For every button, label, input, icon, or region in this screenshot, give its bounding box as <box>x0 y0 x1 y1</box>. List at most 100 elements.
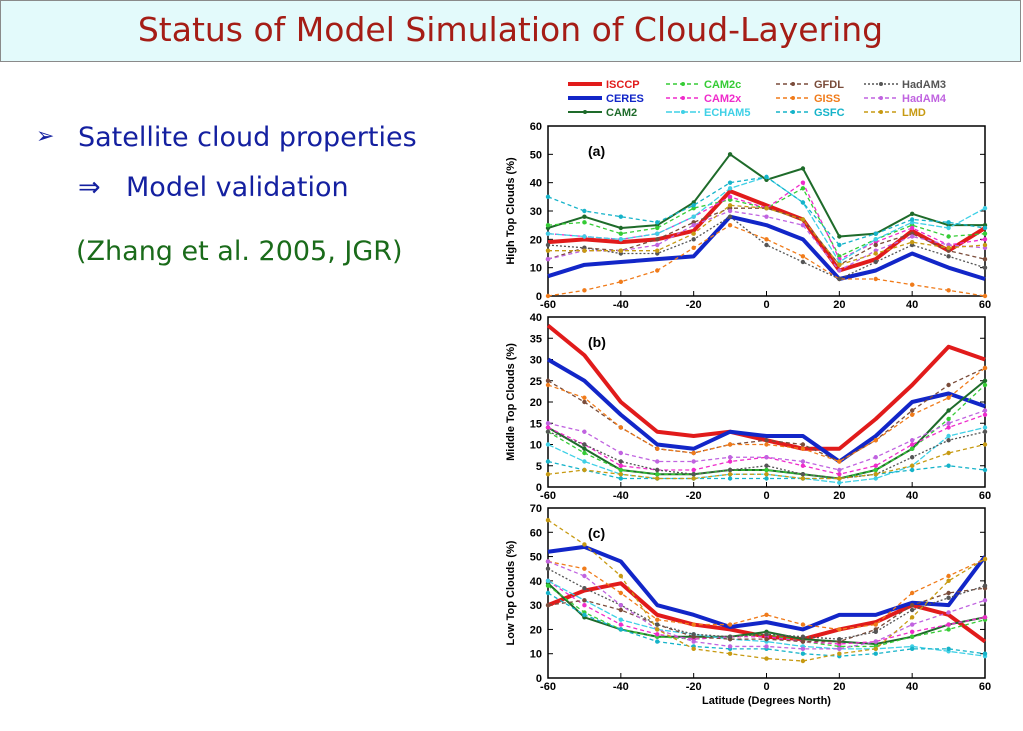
y-axis-label-2: Middle Top Clouds (%) <box>505 343 517 461</box>
data-point-hadam3 <box>946 254 951 259</box>
data-point-lmd <box>909 239 915 245</box>
data-point-gsfc <box>946 463 951 468</box>
data-point-cam2x <box>982 615 988 620</box>
y-tick-label-2: 20 <box>530 397 542 409</box>
data-point-gsfc <box>764 476 769 481</box>
implies-icon: ⇒ <box>78 172 101 203</box>
data-point-cam2 <box>909 211 915 217</box>
data-point-giss <box>727 442 733 447</box>
data-point-echam5 <box>545 578 551 584</box>
data-point-cam2x <box>800 180 806 185</box>
data-point-giss <box>691 245 696 251</box>
data-point-giss <box>800 622 806 627</box>
data-point-giss <box>727 222 733 228</box>
data-point-lmd <box>727 651 733 656</box>
data-point-lmd <box>800 658 806 664</box>
data-point-cam2c <box>946 627 951 632</box>
legend-marker-gfdl <box>791 82 795 86</box>
y-tick-label-2: 25 <box>530 376 542 388</box>
data-point-hadam3 <box>727 214 733 219</box>
data-point-hadam3 <box>946 595 951 601</box>
data-point-gfdl <box>909 408 915 413</box>
data-point-giss <box>545 382 551 388</box>
bullet-text: Satellite cloud properties <box>78 122 417 153</box>
y-tick-label-2: 5 <box>536 461 542 473</box>
x-tick-label-2: -40 <box>613 490 629 502</box>
data-point-echam5 <box>946 225 951 231</box>
data-point-cam2c <box>873 467 878 473</box>
data-point-giss <box>837 627 842 632</box>
data-point-lmd <box>909 615 915 620</box>
data-point-gfdl <box>764 438 769 443</box>
data-point-gfdl <box>909 602 915 608</box>
legend-marker-hadam4 <box>879 96 883 100</box>
data-point-cam2c <box>582 450 587 456</box>
legend-label-giss: GISS <box>814 93 840 105</box>
y-axis-label-1: High Top Clouds (%) <box>505 157 517 265</box>
y-tick-label-3: 20 <box>530 624 542 636</box>
data-point-gsfc <box>800 651 806 656</box>
data-point-hadam4 <box>909 438 915 443</box>
data-point-gfdl <box>873 242 878 248</box>
y-tick-label-3: 60 <box>530 527 542 539</box>
data-point-lmd <box>837 476 842 481</box>
data-point-cam2c <box>655 472 660 477</box>
data-point-cam2x <box>982 412 988 417</box>
data-point-cam2c <box>545 222 551 228</box>
x-tick-label-3: -40 <box>613 681 629 693</box>
data-point-cam2c <box>982 382 988 388</box>
data-point-cam2x <box>909 629 915 635</box>
data-point-echam5 <box>873 476 878 481</box>
data-point-hadam3 <box>618 459 624 464</box>
data-point-gsfc <box>982 467 988 473</box>
data-point-cam2x <box>909 225 915 231</box>
data-point-giss <box>764 442 769 447</box>
data-point-hadam4 <box>837 646 842 652</box>
data-point-giss <box>727 622 733 627</box>
data-point-echam5 <box>691 214 696 219</box>
data-point-lmd <box>837 651 842 656</box>
data-point-gsfc <box>655 220 660 225</box>
x-tick-label-1: 40 <box>906 299 918 311</box>
data-point-hadam3 <box>764 463 769 468</box>
data-point-gsfc <box>909 467 915 473</box>
data-point-gfdl <box>800 639 806 644</box>
bullet-satellite: ➢ Satellite cloud properties <box>36 122 417 153</box>
data-point-lmd <box>800 217 806 222</box>
data-point-lmd <box>837 262 842 268</box>
panel-label-3: (c) <box>588 525 605 541</box>
data-point-lmd <box>982 556 988 562</box>
y-tick-label-1: 10 <box>530 263 542 275</box>
data-point-cam2x <box>545 425 551 430</box>
data-point-hadam3 <box>691 632 696 637</box>
data-point-giss <box>873 438 878 443</box>
legend-marker-giss <box>791 96 795 100</box>
legend-label-gfdl: GFDL <box>814 79 844 91</box>
data-point-hadam3 <box>837 276 842 282</box>
data-point-gsfc <box>582 612 587 618</box>
data-point-hadam4 <box>946 421 951 426</box>
data-point-hadam4 <box>691 639 696 644</box>
x-tick-label-2: -60 <box>540 490 556 502</box>
data-point-gsfc <box>618 214 624 219</box>
data-point-hadam4 <box>764 455 769 460</box>
x-tick-label-3: 40 <box>906 681 918 693</box>
data-point-giss <box>618 590 624 596</box>
data-point-lmd <box>800 476 806 481</box>
data-point-cam2x <box>946 622 951 627</box>
data-point-hadam3 <box>800 259 806 265</box>
data-point-gsfc <box>909 217 915 222</box>
data-point-lmd <box>618 472 624 477</box>
data-point-cam2x <box>873 463 878 468</box>
y-tick-label-1: 20 <box>530 234 542 246</box>
data-point-gsfc <box>764 174 769 180</box>
y-tick-label-1: 30 <box>530 206 542 218</box>
data-point-cam2c <box>582 220 587 225</box>
data-point-lmd <box>727 472 733 477</box>
panel-label-1: (a) <box>588 143 605 159</box>
data-point-giss <box>946 288 951 293</box>
y-tick-label-3: 0 <box>536 673 542 685</box>
legend-label-hadam4: HadAM4 <box>902 93 947 105</box>
data-point-hadam3 <box>691 237 696 242</box>
cloud-layering-figure: ISCCP CERES CAM2 CAM2c CAM2x ECHAM5 GFDL GISS GS… <box>505 79 991 707</box>
